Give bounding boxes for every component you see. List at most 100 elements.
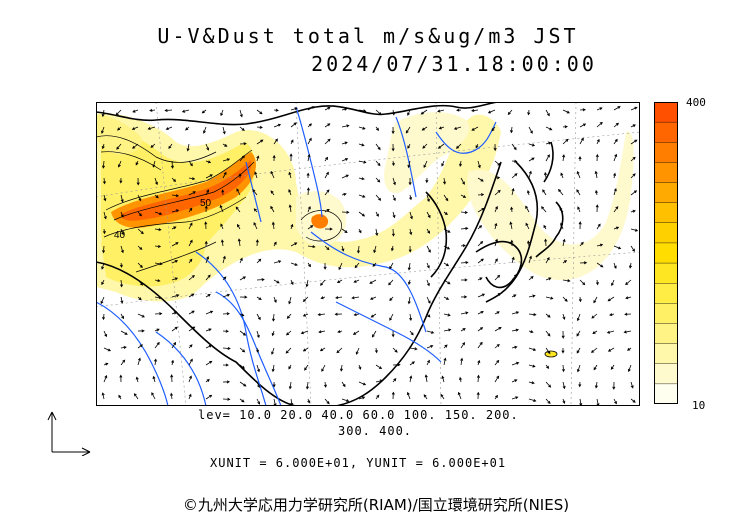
wind-arrow bbox=[426, 279, 430, 287]
wind-arrow bbox=[165, 126, 173, 130]
wind-arrow bbox=[426, 194, 430, 203]
wind-arrow bbox=[273, 279, 280, 284]
map-frame bbox=[96, 102, 640, 406]
wind-arrow bbox=[137, 211, 142, 217]
wind-arrow bbox=[409, 361, 415, 366]
wind-arrow bbox=[426, 359, 430, 366]
wind-arrow bbox=[171, 194, 180, 198]
wind-arrow bbox=[592, 330, 598, 334]
chart-title: U-V&Dust total m/s&ug/m3 JST bbox=[157, 24, 579, 48]
wind-arrow bbox=[476, 391, 480, 400]
dust-region-south bbox=[101, 230, 205, 287]
wind-arrow bbox=[358, 143, 365, 147]
wind-arrow bbox=[423, 160, 428, 169]
wind-arrow bbox=[118, 394, 122, 400]
wind-arrow bbox=[222, 276, 227, 281]
wind-arrow bbox=[407, 109, 411, 116]
wind-arrow bbox=[317, 312, 326, 317]
wind-arrow bbox=[389, 296, 394, 302]
wind-arrow bbox=[171, 341, 177, 349]
wind-arrow bbox=[341, 141, 348, 145]
wind-arrow bbox=[341, 192, 347, 196]
wind-arrow bbox=[147, 126, 156, 130]
wind-arrow bbox=[341, 124, 350, 128]
wind-arrow bbox=[596, 243, 604, 247]
wind-arrow bbox=[613, 245, 622, 250]
wind-arrow bbox=[102, 313, 106, 321]
wind-arrow bbox=[460, 226, 469, 231]
wind-arrow bbox=[103, 347, 112, 352]
wind-arrow bbox=[203, 126, 207, 134]
wind-arrow bbox=[288, 189, 292, 196]
wind-arrow bbox=[288, 204, 292, 213]
wind-arrow bbox=[494, 176, 501, 180]
wind-arrow bbox=[154, 312, 163, 316]
wind-arrow bbox=[420, 109, 428, 115]
wind-arrow bbox=[171, 242, 179, 247]
wind-arrow bbox=[354, 262, 360, 269]
wind-arrow bbox=[204, 221, 208, 230]
wind-arrow bbox=[438, 126, 445, 130]
wind-arrow bbox=[392, 363, 401, 367]
wind-arrow bbox=[320, 279, 326, 286]
rivers bbox=[96, 106, 497, 406]
wind-arrow bbox=[576, 330, 581, 337]
wind-arrow bbox=[239, 257, 243, 264]
wind-arrow bbox=[630, 228, 639, 232]
wind-arrow bbox=[236, 223, 241, 230]
wind-arrow bbox=[273, 108, 279, 112]
wind-arrow bbox=[307, 398, 311, 404]
wind-arrow bbox=[220, 223, 224, 230]
wind-arrow bbox=[188, 293, 195, 298]
wind-arrow bbox=[443, 228, 451, 233]
wind-arrow bbox=[307, 106, 315, 111]
wind-arrow bbox=[120, 228, 124, 236]
wind-arrow bbox=[170, 160, 174, 169]
wind-arrow bbox=[630, 398, 636, 403]
wind-arrow bbox=[494, 258, 498, 264]
wind-arrow bbox=[507, 109, 513, 116]
wind-arrow bbox=[528, 143, 536, 147]
wind-arrow bbox=[358, 228, 362, 234]
wind-arrow bbox=[477, 258, 484, 264]
wind-arrow bbox=[336, 279, 343, 284]
wind-arrow bbox=[358, 126, 366, 130]
wind-arrow bbox=[101, 279, 105, 286]
wind-arrow bbox=[391, 126, 395, 135]
wind-arrow bbox=[205, 189, 209, 196]
wind-arrow bbox=[338, 262, 343, 271]
wind-arrow bbox=[119, 262, 123, 268]
wind-arrow bbox=[319, 347, 326, 352]
wind-arrow bbox=[542, 189, 547, 196]
legend-swatch bbox=[654, 222, 678, 244]
wind-arrow bbox=[607, 347, 615, 352]
wind-arrow bbox=[391, 391, 395, 400]
wind-arrow bbox=[188, 177, 196, 181]
wind-arrow bbox=[154, 211, 163, 215]
legend-swatch bbox=[654, 282, 678, 305]
wind-arrow bbox=[578, 155, 582, 161]
wind-arrow bbox=[459, 376, 463, 383]
wind-arrow bbox=[153, 358, 158, 366]
wind-arrow bbox=[188, 160, 193, 167]
wind-arrow bbox=[545, 347, 551, 355]
wind-arrow bbox=[437, 143, 445, 149]
wind-arrow bbox=[270, 190, 275, 196]
wind-arrow bbox=[459, 160, 463, 167]
wind-arrow bbox=[594, 170, 598, 179]
wind-arrow bbox=[289, 153, 293, 162]
wind-arrow bbox=[525, 205, 530, 213]
wind-arrow bbox=[341, 158, 349, 162]
dust-region-west-peak bbox=[121, 160, 252, 221]
wind-arrow bbox=[154, 296, 163, 300]
wind-arrow bbox=[256, 258, 262, 264]
wind-arrow bbox=[612, 381, 616, 390]
wind-arrow bbox=[630, 245, 635, 252]
wind-arrow bbox=[120, 296, 124, 304]
wind-arrow bbox=[101, 262, 105, 270]
contours bbox=[96, 135, 342, 273]
wind-arrow bbox=[494, 205, 498, 213]
wind-arrow bbox=[375, 211, 379, 217]
wind-arrow bbox=[579, 241, 584, 247]
wind-arrow bbox=[494, 343, 500, 349]
